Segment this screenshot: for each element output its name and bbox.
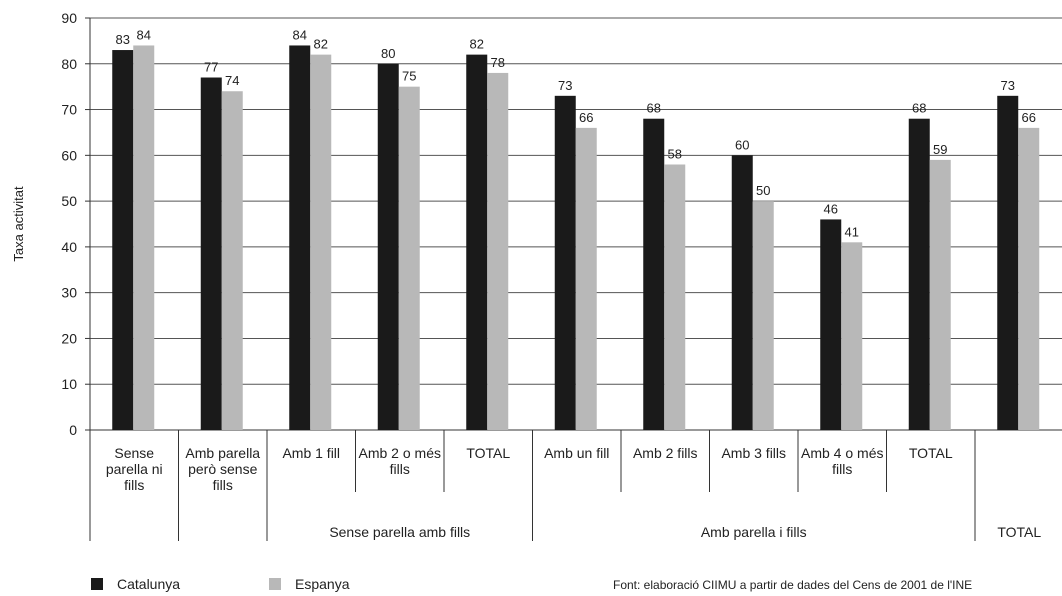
bar-espanya bbox=[752, 201, 774, 430]
data-label-catalunya: 68 bbox=[647, 101, 661, 116]
data-label-espanya: 50 bbox=[756, 183, 770, 198]
data-label-catalunya: 82 bbox=[470, 37, 484, 52]
legend-item-catalunya: Catalunya bbox=[91, 576, 180, 592]
source-note: Font: elaboració CIIMU a partir de dades… bbox=[613, 578, 973, 592]
bar-catalunya bbox=[200, 77, 222, 430]
x-tick-label: Amb 2 fills bbox=[633, 445, 698, 461]
y-tick-label: 50 bbox=[61, 193, 77, 209]
legend-item-espanya: Espanya bbox=[269, 576, 349, 592]
bar-espanya bbox=[575, 127, 597, 430]
data-label-catalunya: 60 bbox=[735, 137, 749, 152]
x-tick-label: Amb parella però sense fills bbox=[185, 445, 260, 493]
data-label-espanya: 66 bbox=[1022, 110, 1036, 125]
data-label-catalunya: 68 bbox=[912, 101, 926, 116]
data-label-catalunya: 46 bbox=[824, 201, 838, 216]
y-tick-label: 90 bbox=[61, 10, 77, 26]
data-label-espanya: 84 bbox=[137, 27, 151, 42]
bar-catalunya bbox=[289, 45, 311, 430]
data-label-espanya: 41 bbox=[845, 224, 859, 239]
bar-espanya bbox=[133, 45, 155, 430]
legend-swatch-catalunya bbox=[91, 578, 103, 590]
bar-chart: 0 10 20 30 40 50 60 70 80 90 Taxa activitat 83 77 84 8… bbox=[11, 10, 1062, 541]
legend-label-catalunya: Catalunya bbox=[117, 576, 181, 592]
x-tick-label: TOTAL bbox=[909, 445, 953, 461]
y-tick-label: 30 bbox=[61, 285, 77, 301]
x-tick-label: TOTAL bbox=[466, 445, 510, 461]
data-label-espanya: 75 bbox=[402, 69, 416, 84]
data-label-espanya: 58 bbox=[668, 146, 682, 161]
data-label-catalunya: 83 bbox=[116, 32, 130, 47]
legend-swatch-espanya bbox=[269, 578, 281, 590]
y-tick-label: 60 bbox=[61, 147, 77, 163]
x-tick-label: Amb un fill bbox=[544, 445, 609, 461]
bar-catalunya bbox=[377, 63, 399, 431]
bar-catalunya bbox=[554, 95, 576, 431]
y-tick-label: 10 bbox=[61, 376, 77, 392]
bar-catalunya bbox=[643, 118, 665, 430]
data-label-espanya: 66 bbox=[579, 110, 593, 125]
data-label-espanya: 74 bbox=[225, 73, 239, 88]
x-tick-label: Sense parella ni fills bbox=[106, 445, 163, 493]
bar-catalunya bbox=[997, 95, 1019, 431]
y-tick-label: 0 bbox=[69, 422, 77, 438]
group-label: Amb parella i fills bbox=[701, 524, 807, 540]
y-axis-title: Taxa activitat bbox=[11, 186, 26, 262]
x-tick-label: Amb 3 fills bbox=[721, 445, 786, 461]
y-tick-label: 70 bbox=[61, 102, 77, 118]
data-label-catalunya: 84 bbox=[293, 27, 307, 42]
bar-espanya bbox=[221, 91, 243, 430]
data-label-espanya: 78 bbox=[491, 55, 505, 70]
y-tick-label: 20 bbox=[61, 330, 77, 346]
legend-label-espanya: Espanya bbox=[295, 576, 350, 592]
data-label-catalunya: 80 bbox=[381, 46, 395, 61]
y-tick-label: 80 bbox=[61, 56, 77, 72]
data-label-espanya: 82 bbox=[314, 37, 328, 52]
bar-catalunya bbox=[466, 54, 488, 430]
bar-catalunya bbox=[908, 118, 930, 430]
x-tick-label: Amb 2 o més fills bbox=[359, 445, 441, 477]
y-tick-label: 40 bbox=[61, 239, 77, 255]
bar-espanya bbox=[929, 159, 951, 430]
data-label-catalunya: 77 bbox=[204, 60, 218, 75]
group-label: Sense parella amb fills bbox=[329, 524, 470, 540]
bar-espanya bbox=[664, 164, 686, 430]
bar-espanya bbox=[841, 242, 863, 430]
x-tick-label: Amb 4 o més fills bbox=[801, 445, 883, 477]
data-label-espanya: 59 bbox=[933, 142, 947, 157]
bar-catalunya bbox=[731, 155, 753, 431]
bar-espanya bbox=[310, 54, 332, 430]
bar-catalunya bbox=[112, 50, 134, 431]
data-label-catalunya: 73 bbox=[1001, 78, 1015, 93]
data-label-catalunya: 73 bbox=[558, 78, 572, 93]
bar-catalunya bbox=[820, 219, 842, 430]
x-tick-label: Amb 1 fill bbox=[282, 445, 340, 461]
bar-espanya bbox=[1018, 127, 1040, 430]
group-label: TOTAL bbox=[997, 524, 1041, 540]
bar-espanya bbox=[398, 86, 420, 431]
bar-espanya bbox=[487, 72, 509, 430]
